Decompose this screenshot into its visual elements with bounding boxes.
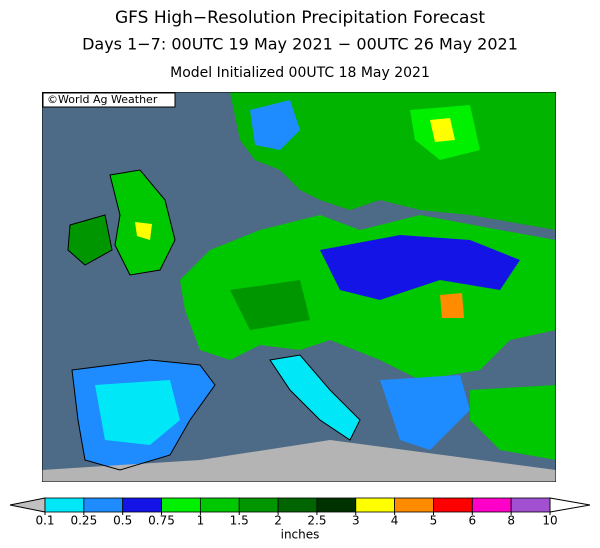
colorbar-tick-label: 10 [542,514,557,528]
colorbar-over [549,497,591,513]
colorbar-label: inches [281,528,320,542]
colorbar-segment [433,497,473,513]
land-precip [68,215,112,265]
credit: ©World Ag Weather [47,93,158,106]
colorbar-tick-label: 5 [430,514,438,528]
colorbar-tick-label: 0.5 [113,514,132,528]
subtitle: Days 1−7: 00UTC 19 May 2021 − 00UTC 26 M… [82,35,518,54]
colorbar-tick-label: 2.5 [307,514,326,528]
colorbar: 0.1 0.25 0.5 0.75 1 1.5 2 2.5 3 4 5 6 8 10 [9,497,591,528]
colorbar-segment [122,497,162,513]
colorbar-tick-label: 6 [468,514,476,528]
colorbar-tick-label: 2 [274,514,282,528]
colorbar-tick-label: 1 [197,514,205,528]
colorbar-segment [510,497,551,513]
colorbar-segment [316,497,357,513]
title: GFS High−Resolution Precipitation Foreca… [115,8,485,28]
coastline [67,169,361,471]
land-precip [95,380,180,445]
land-precip [380,375,470,450]
colorbar-tick-label: 0.25 [70,514,97,528]
colorbar-segment [44,497,85,513]
colorbar-tick-label: 0.75 [148,514,175,528]
colorbar-tick-label: 4 [391,514,399,528]
dry-land [42,440,556,482]
land-precip [135,222,152,240]
land-precip [430,118,455,142]
colorbar-segment [199,497,240,513]
colorbar-tick-label: 1.5 [230,514,249,528]
colorbar-segment [394,497,434,513]
credit-box [42,92,176,108]
land-precip [270,355,360,440]
colorbar-segment [471,497,512,513]
land-precip [110,170,175,275]
colorbar-segment [355,497,396,513]
colorbar-tick-label: 3 [352,514,360,528]
colorbar-segment [161,497,201,513]
land-precip [250,100,300,150]
colorbar-segment [83,497,124,513]
land-precip [320,235,520,300]
land-precip [230,280,310,330]
colorbar-tick-label: 8 [507,514,515,528]
colorbar-segment [277,497,318,513]
init-time: Model Initialized 00UTC 18 May 2021 [170,65,430,81]
land-precip [470,385,556,460]
colorbar-segment [238,497,279,513]
map: ©World Ag Weather [42,92,556,482]
colorbar-tick-label: 0.1 [35,514,54,528]
colorbar-under [9,497,46,513]
land-precip [440,293,464,318]
